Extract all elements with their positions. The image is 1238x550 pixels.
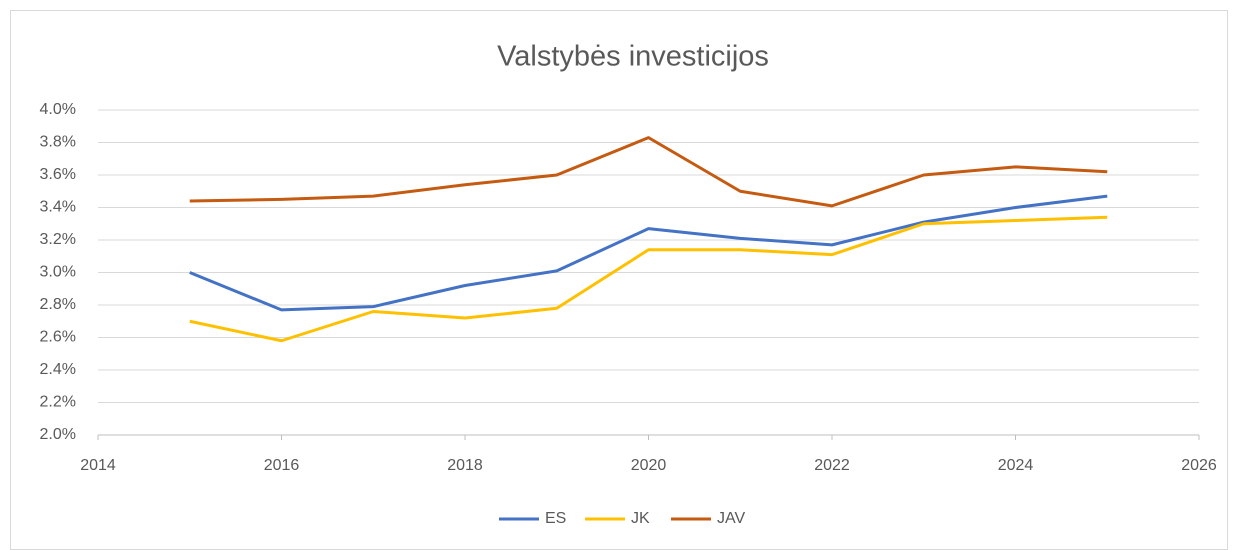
x-tick-label: 2018 [447, 457, 483, 474]
y-tick-label: 3.6% [40, 166, 76, 183]
series-line [189, 136, 1108, 208]
x-tick-label: 2022 [814, 457, 850, 474]
x-tick-label: 2026 [1181, 457, 1217, 474]
x-tick-label: 2020 [631, 457, 667, 474]
y-tick-label: 2.8% [40, 296, 76, 313]
legend-label: JAV [717, 510, 745, 527]
series-line [189, 194, 1108, 312]
y-tick-label: 2.6% [40, 329, 76, 346]
chart-border [10, 10, 1228, 550]
y-tick-label: 4.0% [40, 101, 76, 118]
y-tick-label: 3.0% [40, 264, 76, 281]
legend-label: JK [631, 510, 650, 527]
legend-label: ES [545, 510, 566, 527]
y-tick-label: 3.4% [40, 199, 76, 216]
y-tick-label: 2.4% [40, 361, 76, 378]
x-tick-label: 2024 [998, 457, 1034, 474]
series-line [189, 215, 1108, 343]
y-tick-label: 3.2% [40, 231, 76, 248]
y-tick-label: 2.2% [40, 394, 76, 411]
x-tick-label: 2016 [264, 457, 300, 474]
y-tick-label: 2.0% [40, 426, 76, 443]
y-tick-label: 3.8% [40, 134, 76, 151]
chart-title: Valstybės investicijos [497, 41, 769, 73]
x-tick-label: 2014 [80, 457, 116, 474]
